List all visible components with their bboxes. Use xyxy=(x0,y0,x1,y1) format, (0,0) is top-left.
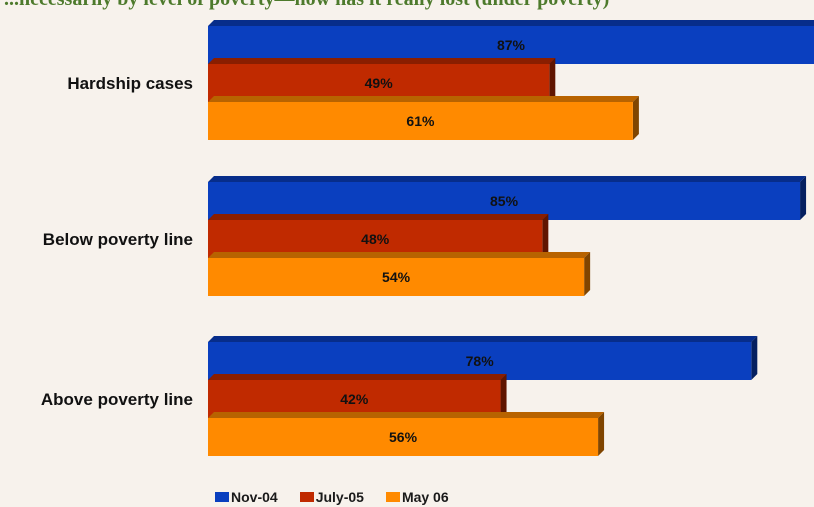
bar-nov-04-above-poverty-line-side xyxy=(751,336,758,380)
bar-nov-04-below-poverty-line-side xyxy=(800,176,807,220)
bar-may-06-hardship-cases xyxy=(208,102,633,140)
bar-may-06-above-poverty-line xyxy=(208,418,599,456)
category-label-hardship-cases: Hardship cases xyxy=(67,74,193,93)
bars-layer xyxy=(208,20,814,456)
bar-july-05-below-poverty-line-side xyxy=(542,214,549,258)
category-label-above-poverty-line: Above poverty line xyxy=(41,390,193,409)
bar-july-05-below-poverty-line-top xyxy=(208,214,549,220)
bar-nov-04-hardship-cases xyxy=(208,26,814,64)
bar-july-05-above-poverty-line-side xyxy=(500,374,507,418)
chart-title: ...necessarily by level of poverty—how h… xyxy=(4,0,814,11)
bar-july-05-above-poverty-line-top xyxy=(208,374,507,380)
legend-item-nov-04: Nov-04 xyxy=(215,489,278,505)
bar-july-05-hardship-cases-top xyxy=(208,58,556,64)
bar-may-06-below-poverty-line-side xyxy=(584,252,591,296)
bar-nov-04-above-poverty-line-top xyxy=(208,336,758,342)
legend-label-nov-04: Nov-04 xyxy=(231,489,278,505)
bar-nov-04-hardship-cases-top xyxy=(208,20,814,26)
value-label-nov-04-above-poverty-line: 78% xyxy=(466,353,495,369)
bar-may-06-hardship-cases-side xyxy=(632,96,639,140)
bar-nov-04-below-poverty-line-top xyxy=(208,176,807,182)
bar-nov-04-above-poverty-line xyxy=(208,342,752,380)
bar-july-05-hardship-cases-side xyxy=(549,58,556,102)
legend-item-may-06: May 06 xyxy=(385,489,449,505)
bar-nov-04-below-poverty-line xyxy=(208,182,801,220)
bar-may-06-below-poverty-line-top xyxy=(208,252,591,258)
legend-swatch-may-06 xyxy=(385,492,400,502)
value-label-july-05-above-poverty-line: 42% xyxy=(340,391,369,407)
bar-may-06-above-poverty-line-side xyxy=(598,412,605,456)
bar-chart: Hardship cases 87% 49% 61% Below poverty lin… xyxy=(41,20,814,456)
legend-swatch-july-05 xyxy=(299,492,314,502)
bar-may-06-above-poverty-line-top xyxy=(208,412,605,418)
bar-july-05-below-poverty-line xyxy=(208,220,543,258)
value-label-may-06-hardship-cases: 61% xyxy=(406,113,435,129)
legend-item-july-05: July-05 xyxy=(299,489,364,505)
value-label-july-05-hardship-cases: 49% xyxy=(365,75,394,91)
value-label-nov-04-hardship-cases: 87% xyxy=(497,37,526,53)
value-label-nov-04-below-poverty-line: 85% xyxy=(490,193,519,209)
category-label-below-poverty-line: Below poverty line xyxy=(43,230,193,249)
bar-july-05-above-poverty-line xyxy=(208,380,501,418)
legend-swatch-nov-04 xyxy=(215,492,229,502)
bar-july-05-hardship-cases xyxy=(208,64,550,102)
legend: Nov-04 July-05 May 06 xyxy=(215,488,471,506)
value-label-may-06-above-poverty-line: 56% xyxy=(389,429,418,445)
labels-layer: Hardship cases 87% 49% 61% Below poverty lin… xyxy=(41,37,526,445)
value-label-july-05-below-poverty-line: 48% xyxy=(361,231,390,247)
bar-may-06-below-poverty-line xyxy=(208,258,585,296)
legend-label-july-05: July-05 xyxy=(315,489,364,505)
bar-may-06-hardship-cases-top xyxy=(208,96,639,102)
legend-label-may-06: May 06 xyxy=(401,489,449,505)
value-label-may-06-below-poverty-line: 54% xyxy=(382,269,411,285)
